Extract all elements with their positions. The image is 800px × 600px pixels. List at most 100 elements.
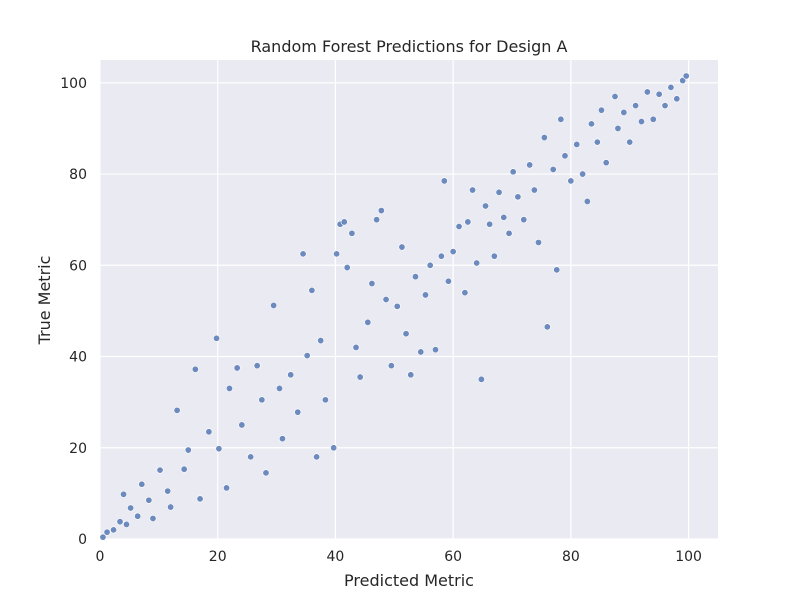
data-point	[149, 514, 157, 522]
data-point	[340, 218, 348, 226]
data-points	[99, 72, 690, 541]
y-tick-labels: 0 20 40 60 80 100	[60, 76, 87, 548]
data-point	[486, 220, 494, 228]
data-point	[321, 396, 329, 404]
data-point	[180, 465, 188, 473]
data-point	[317, 337, 325, 345]
data-point	[611, 92, 619, 100]
data-point	[573, 140, 581, 148]
data-point	[449, 248, 457, 256]
data-point	[526, 161, 534, 169]
data-point	[110, 526, 118, 534]
data-point	[437, 252, 445, 260]
data-point	[253, 362, 261, 370]
data-point	[348, 229, 356, 237]
y-tick-label: 40	[69, 350, 87, 366]
data-point	[196, 495, 204, 503]
data-point	[593, 138, 601, 146]
data-point	[421, 291, 429, 299]
data-point	[333, 250, 341, 258]
data-point	[426, 261, 434, 269]
data-point	[679, 77, 687, 85]
data-point	[120, 490, 128, 498]
data-point	[444, 277, 452, 285]
x-tick-label: 20	[209, 549, 227, 565]
data-point	[299, 250, 307, 258]
y-tick-label: 80	[69, 167, 87, 183]
data-point	[469, 186, 477, 194]
data-point	[587, 120, 595, 128]
data-point	[294, 408, 302, 416]
data-point	[579, 170, 587, 178]
data-point	[223, 484, 231, 492]
data-point	[377, 207, 385, 215]
x-tick-label: 0	[96, 549, 105, 565]
data-point	[330, 444, 338, 452]
data-point	[205, 428, 213, 436]
data-point	[540, 134, 548, 142]
data-point	[509, 168, 517, 176]
data-point	[637, 118, 645, 126]
x-tick-label: 60	[444, 549, 462, 565]
data-point	[278, 435, 286, 443]
data-point	[103, 528, 111, 536]
data-point	[495, 188, 503, 196]
data-point	[477, 375, 485, 383]
data-point	[270, 301, 278, 309]
data-point	[122, 520, 130, 528]
data-point	[667, 83, 675, 91]
data-point	[276, 384, 284, 392]
data-point	[233, 364, 241, 372]
y-tick-label: 0	[78, 532, 87, 548]
plot-background	[100, 60, 718, 539]
data-point	[583, 197, 591, 205]
data-point	[530, 186, 538, 194]
data-point	[313, 453, 321, 461]
data-point	[356, 373, 364, 381]
data-point	[99, 533, 107, 541]
data-point	[116, 518, 124, 526]
data-point	[308, 286, 316, 294]
x-tick-label: 80	[562, 549, 580, 565]
data-point	[164, 487, 172, 495]
data-point	[173, 406, 181, 414]
data-point	[643, 88, 651, 96]
y-tick-label: 20	[69, 441, 87, 457]
data-point	[632, 102, 640, 110]
data-point	[597, 106, 605, 114]
data-point	[303, 352, 311, 360]
data-point	[238, 421, 246, 429]
data-point	[352, 343, 360, 351]
data-point	[602, 159, 610, 167]
data-point	[655, 90, 663, 98]
data-point	[473, 259, 481, 267]
data-point	[225, 384, 233, 392]
y-axis-title: True Metric	[35, 256, 54, 346]
data-point	[156, 466, 164, 474]
data-point	[682, 72, 690, 80]
data-point	[514, 193, 522, 201]
data-point	[127, 504, 135, 512]
data-point	[213, 334, 221, 342]
data-point	[402, 330, 410, 338]
x-tick-label: 40	[327, 549, 345, 565]
data-point	[247, 453, 255, 461]
x-tick-labels: 0 20 40 60 80 100	[96, 549, 702, 565]
data-point	[167, 503, 175, 511]
data-point	[373, 216, 381, 224]
data-point	[417, 348, 425, 356]
data-point	[393, 302, 401, 310]
data-point	[145, 496, 153, 504]
data-point	[364, 318, 372, 326]
data-point	[407, 371, 415, 379]
data-point	[500, 213, 508, 221]
data-point	[184, 446, 192, 454]
data-point	[134, 512, 142, 520]
data-point	[534, 238, 542, 246]
data-point	[191, 365, 199, 373]
data-point	[287, 371, 295, 379]
data-point	[258, 396, 266, 404]
data-point	[520, 216, 528, 224]
data-point	[482, 202, 490, 210]
